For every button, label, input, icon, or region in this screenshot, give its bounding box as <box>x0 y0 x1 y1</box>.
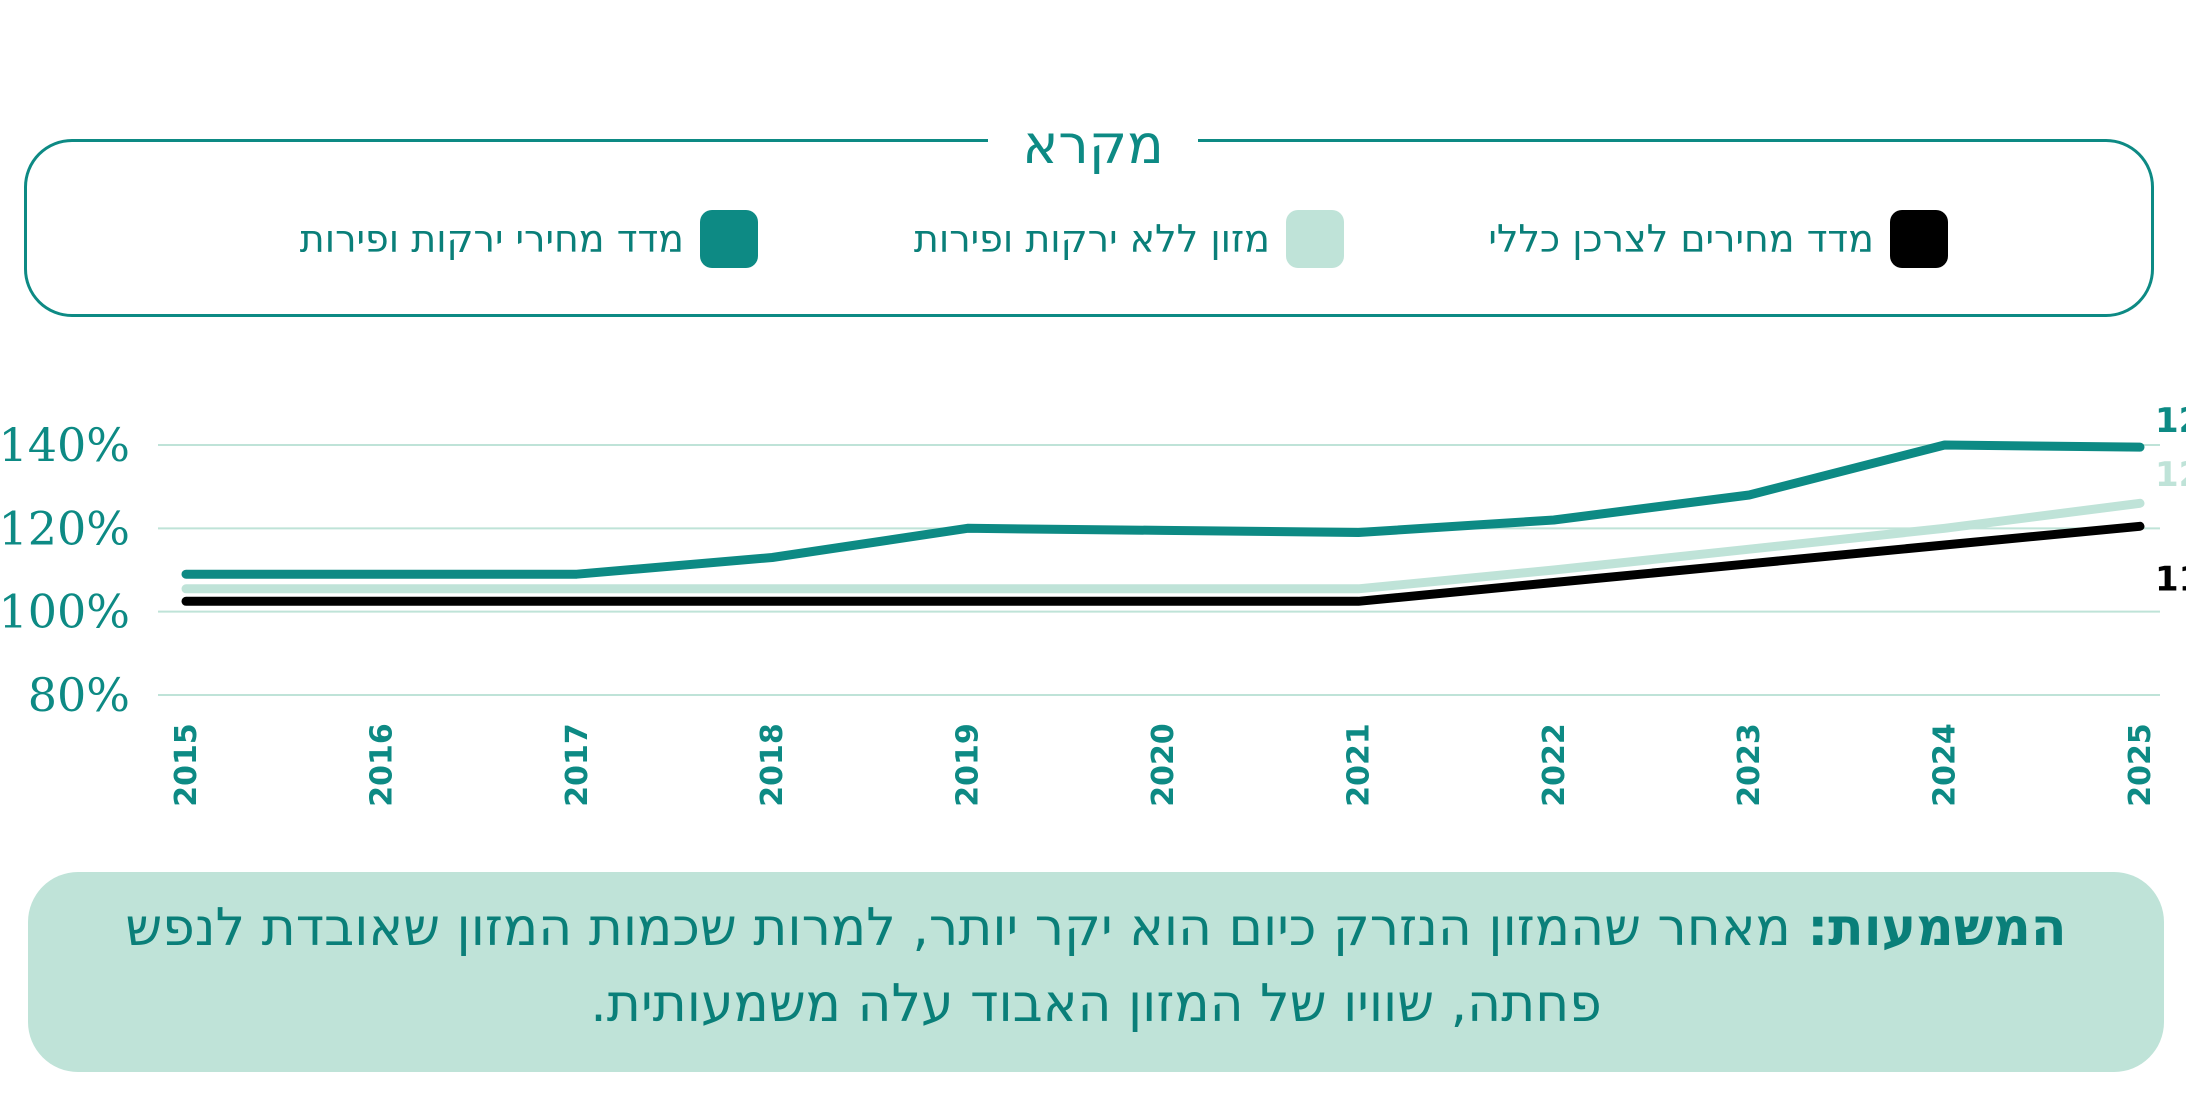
x-tick-label: 2022 <box>1537 723 1572 807</box>
legend-item-cpi: מדד מחירים לצרכן כללי <box>1488 210 1948 268</box>
x-tick-label: 2020 <box>1146 723 1181 807</box>
x-tick-label: 2019 <box>951 723 986 807</box>
y-tick-label: 140% <box>0 418 130 472</box>
series-line-cpi <box>181 521 2145 606</box>
legend-label-vegfruit: מדד מחירי ירקות ופירות <box>299 217 684 261</box>
series-annotation: עלייה של 118% <box>2155 559 2186 599</box>
y-tick-label: 100% <box>0 585 130 639</box>
legend-item-vegfruit: מדד מחירי ירקות ופירות <box>288 210 758 268</box>
series-line-vegfruit <box>181 440 2145 579</box>
x-tick-label: 2015 <box>169 723 204 807</box>
x-tick-label: 2024 <box>1928 723 1963 807</box>
note-text: מאחר שהמזון הנזרק כיום הוא יקר יותר, למר… <box>125 898 1808 1034</box>
legend-item-food: מזון ללא ירקות ופירות <box>900 210 1344 268</box>
y-tick-label: 120% <box>0 501 130 555</box>
line-chart: 140% 120% 100% 80% 2015 2016 2017 2018 2019 2020 2… <box>0 401 2186 807</box>
x-tick-label: 2021 <box>1341 723 1376 807</box>
series-annotation: עלייה של 129% <box>2155 401 2186 441</box>
series-line-food <box>181 498 2145 594</box>
x-tick-label: 2025 <box>2123 723 2158 807</box>
note-box: המשמעות: מאחר שהמזון הנזרק כיום הוא יקר … <box>28 872 2164 1072</box>
legend-label-food: מזון ללא ירקות ופירות <box>913 217 1270 261</box>
x-tick-label: 2018 <box>755 723 790 807</box>
x-tick-label: 2016 <box>364 723 399 807</box>
legend-swatch-cpi <box>1890 210 1948 268</box>
x-tick-label: 2017 <box>560 723 595 807</box>
note-bold: המשמעות: <box>1807 898 2067 958</box>
legend-swatch-food <box>1286 210 1344 268</box>
series-annotation: עלייה של 120% <box>2155 455 2186 495</box>
x-tick-label: 2023 <box>1732 723 1767 807</box>
legend-swatch-vegfruit <box>700 210 758 268</box>
legend-label-cpi: מדד מחירים לצרכן כללי <box>1488 217 1874 261</box>
legend-title: מקרא <box>988 100 1198 190</box>
y-tick-label: 80% <box>28 668 130 722</box>
